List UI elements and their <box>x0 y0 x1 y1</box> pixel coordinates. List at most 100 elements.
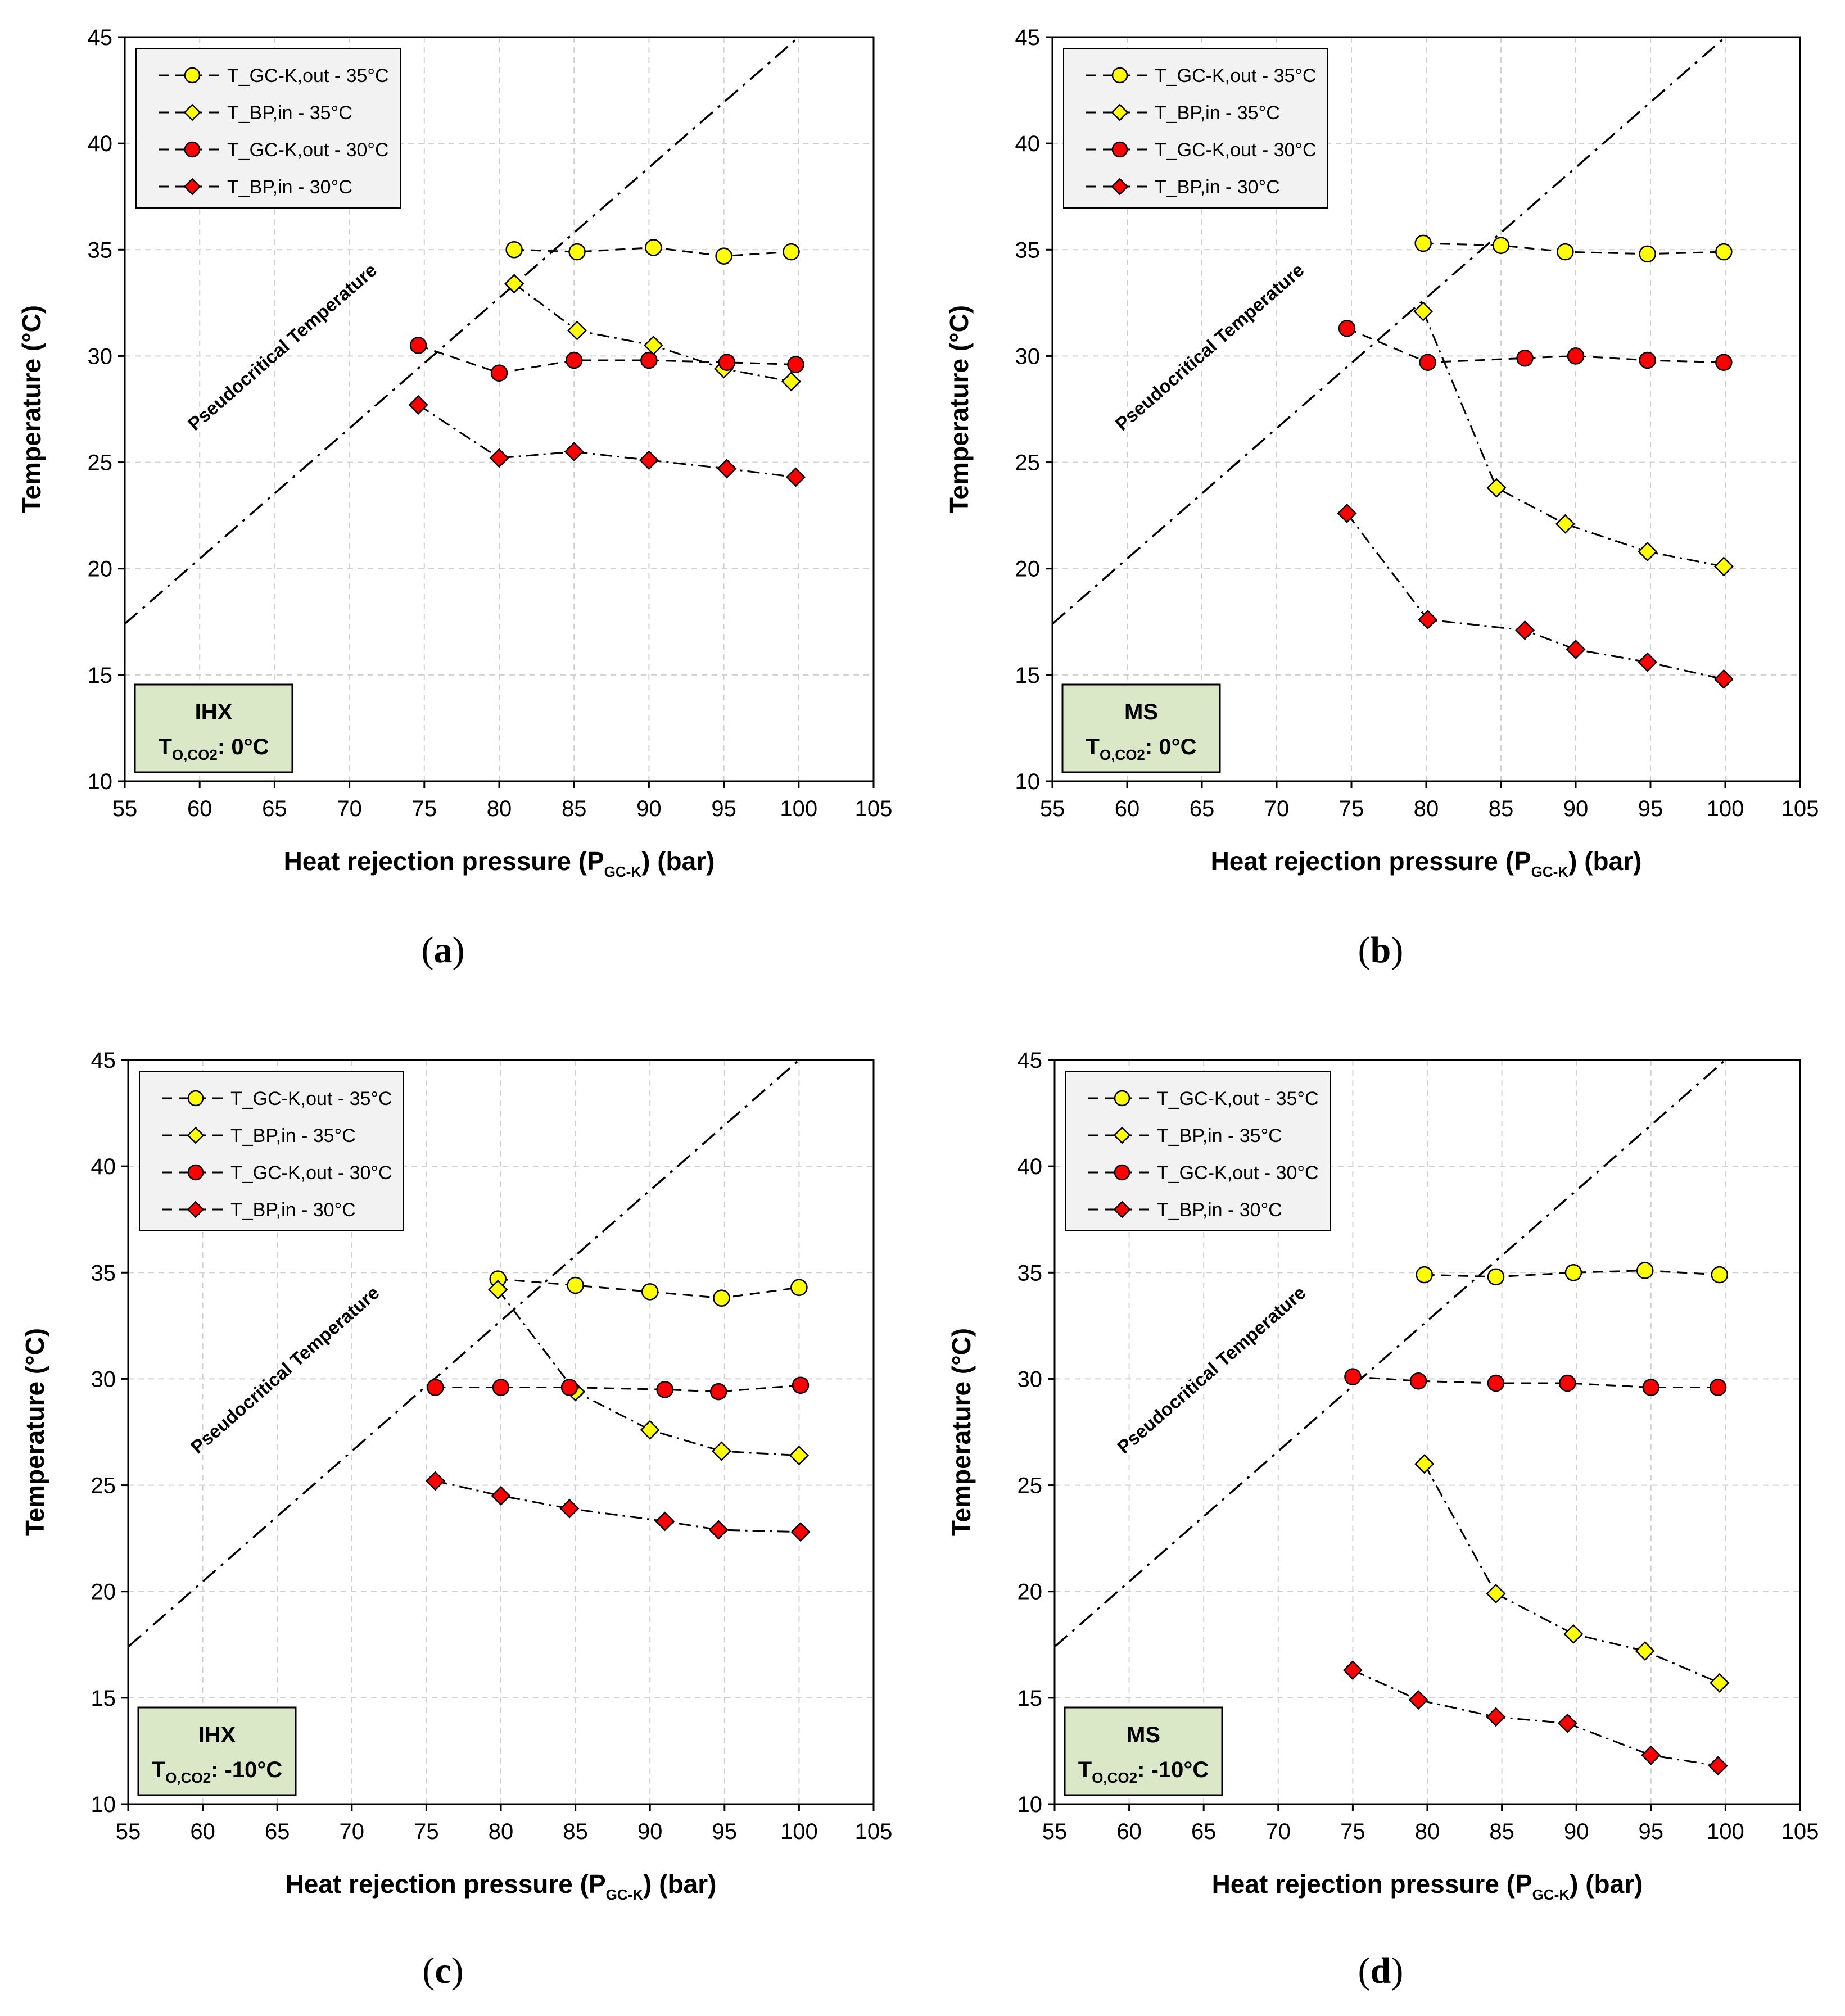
condition-box-bg <box>137 1706 297 1796</box>
x-tick-label: 85 <box>1489 796 1514 821</box>
x-axis-title-subscript: GC-K <box>1531 863 1569 880</box>
caption-open-paren: ( <box>1358 1950 1371 1991</box>
data-point <box>504 274 524 294</box>
data-point <box>1566 639 1586 659</box>
x-tick-label: 95 <box>1638 796 1663 821</box>
evaporation-temperature-label: TO,CO2: 0°C <box>159 735 269 763</box>
legend-marker-1 <box>183 103 201 121</box>
y-tick-label: 30 <box>91 1367 116 1392</box>
data-point <box>1559 1374 1576 1392</box>
y-tick-label: 10 <box>1018 1792 1043 1817</box>
condition-box: MS TO,CO2: -10°C <box>1064 1706 1223 1796</box>
series-1 <box>488 1280 809 1466</box>
x-tick-label: 75 <box>1339 796 1364 821</box>
caption-letter: b <box>1371 930 1391 971</box>
y-tick-label: 40 <box>91 1154 116 1179</box>
x-tick-label: 85 <box>563 1819 588 1844</box>
data-point <box>1486 478 1507 498</box>
legend-marker-0 <box>1114 1090 1130 1107</box>
panel-d: 55 60 65 70 75 80 85 90 95 100 105 10 15 20 25 30 35 40 45… <box>947 1048 1819 1991</box>
data-point <box>1515 620 1535 640</box>
data-point <box>717 459 737 479</box>
data-point <box>1638 541 1658 561</box>
y-tick-label: 45 <box>1018 1048 1043 1073</box>
x-tick-label: 85 <box>1489 1819 1514 1844</box>
data-point <box>1635 1641 1655 1661</box>
legend-entry-2: T_GC-K,out - 30°C <box>1157 1162 1319 1184</box>
x-tick-label: 90 <box>1563 796 1589 821</box>
y-tick-label: 30 <box>1018 1367 1043 1392</box>
configuration-label: IHX <box>195 700 233 724</box>
data-point <box>643 335 663 356</box>
pseudocritical-line <box>1055 1060 1726 1648</box>
series-line <box>1424 1270 1720 1278</box>
data-point <box>1715 243 1733 261</box>
series-line <box>435 1480 801 1533</box>
series-3 <box>408 395 806 487</box>
y-axis-title: Temperature (°C) <box>17 305 46 513</box>
legend-marker-1 <box>1113 1126 1131 1144</box>
data-point <box>708 1520 729 1540</box>
legend-entry-3: T_BP,in - 30°C <box>1155 176 1280 198</box>
caption-open-paren: ( <box>422 1950 435 1991</box>
caption-close-paren: ) <box>1391 1950 1403 1991</box>
x-tick-label: 95 <box>711 796 736 821</box>
panel-caption-a: (a) <box>422 930 465 971</box>
x-axis-title-main: Heat rejection pressure (P <box>1212 1869 1532 1899</box>
y-tick-label: 40 <box>1015 132 1041 156</box>
data-point <box>408 395 428 415</box>
y-tick-label: 10 <box>88 769 113 794</box>
y-tick-label: 15 <box>1018 1686 1043 1711</box>
legend-entry-0: T_GC-K,out - 35°C <box>227 65 389 87</box>
legend-entry-0: T_GC-K,out - 35°C <box>1155 65 1317 87</box>
evaporation-temperature-label: TO,CO2: -10°C <box>152 1757 283 1786</box>
x-axis-title: Heat rejection pressure (PGC-K) (bar) <box>1211 846 1642 880</box>
data-point <box>1413 301 1434 321</box>
caption-open-paren: ( <box>1358 930 1371 971</box>
x-tick-label: 80 <box>489 1819 514 1844</box>
data-point <box>488 1280 508 1300</box>
y-axis-title: Temperature (°C) <box>947 1328 976 1536</box>
data-point <box>425 1471 445 1491</box>
evaporation-temperature-label: TO,CO2: -10°C <box>1078 1757 1209 1786</box>
caption-close-paren: ) <box>1391 930 1403 971</box>
x-tick-label: 70 <box>340 1819 365 1844</box>
series-line <box>435 1384 801 1393</box>
x-axis-title-subscript: GC-K <box>606 1886 644 1903</box>
legend-entry-1: T_BP,in - 35°C <box>227 102 352 124</box>
x-tick-label: 60 <box>187 796 212 821</box>
pseudocritical-line <box>1052 37 1726 625</box>
y-tick-label: 35 <box>91 1261 116 1285</box>
data-point <box>1564 1264 1582 1281</box>
data-point <box>709 1383 727 1401</box>
data-point <box>559 1498 580 1519</box>
data-point <box>1486 1707 1506 1727</box>
series-line <box>1422 311 1724 568</box>
legend-marker-2 <box>184 141 201 158</box>
x-tick-label: 80 <box>1415 1819 1440 1844</box>
data-point <box>490 364 508 382</box>
y-axis-title: Temperature (°C) <box>944 305 974 513</box>
configuration-label: IHX <box>198 1723 236 1747</box>
y-tick-label: 15 <box>88 663 113 688</box>
data-point <box>1344 1368 1362 1385</box>
x-tick-label: 100 <box>780 796 817 821</box>
evap-temp-value: : 0°C <box>218 735 269 759</box>
legend-marker-1 <box>1111 103 1129 121</box>
data-point <box>1414 1454 1435 1474</box>
series-line <box>1423 1464 1720 1684</box>
data-point <box>1710 1673 1730 1693</box>
series-line <box>1346 327 1724 364</box>
x-axis-title-end: ) (bar) <box>641 846 715 876</box>
pseudocritical-line <box>128 1060 800 1648</box>
data-point <box>785 467 806 487</box>
panel-caption-c: (c) <box>422 1950 463 1991</box>
series-2 <box>409 337 804 382</box>
series-1 <box>1413 301 1734 577</box>
data-point <box>790 1279 808 1297</box>
evap-temp-value: : -10°C <box>1137 1757 1209 1782</box>
data-point <box>1567 347 1585 365</box>
condition-box: IHX TO,CO2: -10°C <box>137 1706 297 1796</box>
y-tick-label: 20 <box>1018 1580 1043 1605</box>
data-point <box>783 243 800 261</box>
